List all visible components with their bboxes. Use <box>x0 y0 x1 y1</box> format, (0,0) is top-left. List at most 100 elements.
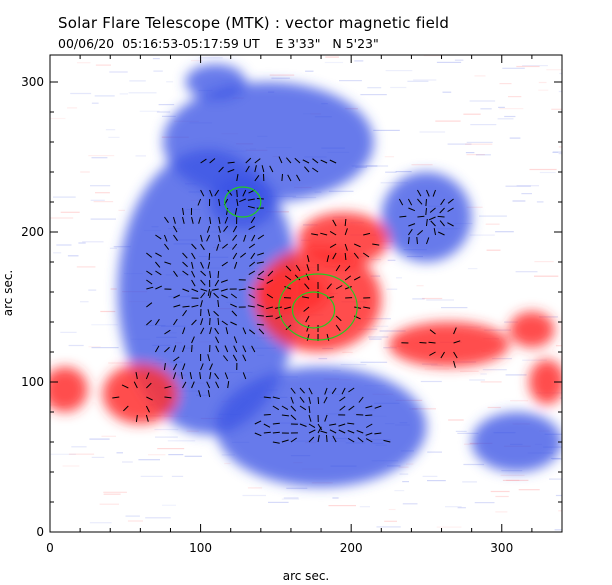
field-vector <box>453 351 458 359</box>
speckle-mark <box>122 461 133 463</box>
field-map <box>50 55 562 531</box>
field-vector <box>286 157 292 164</box>
field-vector <box>440 351 445 359</box>
speckle-mark <box>539 316 558 318</box>
field-vector <box>429 329 436 335</box>
field-vector <box>191 319 197 326</box>
field-vector <box>242 372 247 380</box>
speckle-mark <box>105 129 116 131</box>
field-vector <box>363 306 371 309</box>
speckle-mark <box>109 71 128 73</box>
field-vector <box>353 243 361 248</box>
speckle-mark <box>162 115 176 117</box>
speckle-mark <box>91 347 119 349</box>
field-vector <box>399 215 407 218</box>
speckle-mark <box>474 75 486 77</box>
field-vector <box>344 218 347 227</box>
speckle-mark <box>359 506 370 508</box>
field-vector <box>207 261 211 269</box>
field-vector <box>290 396 294 404</box>
field-vector <box>425 207 427 216</box>
field-vector <box>344 252 347 261</box>
field-vector <box>200 189 205 197</box>
field-vector <box>256 323 264 326</box>
y-tick-label: 100 <box>21 375 44 389</box>
field-vector <box>426 189 430 197</box>
field-vector <box>164 329 171 335</box>
speckle-mark <box>370 258 381 261</box>
field-vector <box>440 198 445 206</box>
field-vector <box>232 225 238 233</box>
field-vector <box>331 387 337 395</box>
field-vector <box>218 166 224 173</box>
speckle-mark <box>499 108 524 110</box>
field-vector <box>200 327 205 335</box>
field-vector <box>263 396 271 399</box>
field-vector <box>338 429 346 434</box>
field-vector <box>417 230 424 236</box>
speckle-mark <box>168 454 184 456</box>
speckle-mark <box>135 155 146 157</box>
field-vector <box>191 344 193 353</box>
field-vector <box>281 405 289 411</box>
speckle-mark <box>495 231 514 233</box>
speckle-mark <box>462 481 477 483</box>
field-vector <box>290 405 297 412</box>
speckle-mark <box>153 70 163 72</box>
field-vector <box>217 317 220 326</box>
speckle-mark <box>495 495 509 498</box>
speckle-mark <box>536 201 544 203</box>
field-vector <box>419 342 427 344</box>
negative-polarity-region <box>381 172 472 262</box>
negative-polarity-region <box>185 64 246 100</box>
field-vector <box>218 216 221 224</box>
field-vector <box>200 292 206 299</box>
speckle-mark <box>454 59 464 61</box>
speckle-mark <box>68 453 95 455</box>
field-vector <box>290 387 296 394</box>
speckle-mark <box>342 351 353 353</box>
field-vector <box>206 234 211 242</box>
field-vector <box>242 345 247 353</box>
speckle-mark <box>442 91 452 93</box>
field-vector <box>198 390 202 398</box>
field-vector <box>239 198 246 203</box>
speckle-mark <box>407 80 429 82</box>
speckle-mark <box>538 81 547 84</box>
speckle-mark <box>402 481 409 483</box>
speckle-mark <box>90 199 105 201</box>
speckle-mark <box>385 70 413 72</box>
speckle-mark <box>154 428 179 431</box>
field-vector <box>347 422 355 425</box>
negative-polarity-region <box>162 82 374 202</box>
speckle-mark <box>340 364 367 366</box>
field-vector <box>439 220 445 227</box>
field-vector <box>407 236 410 245</box>
speckle-mark <box>80 171 90 173</box>
field-vector <box>374 432 382 435</box>
field-vector <box>236 189 238 198</box>
speckle-mark <box>448 419 464 421</box>
speckle-mark <box>420 380 442 383</box>
field-vector <box>365 414 373 416</box>
field-vector <box>417 198 423 205</box>
field-vector <box>335 315 342 322</box>
speckle-mark <box>271 77 290 79</box>
field-vector <box>145 414 149 422</box>
field-vector <box>407 198 413 206</box>
speckle-mark <box>127 520 143 522</box>
speckle-mark <box>558 153 562 155</box>
field-vector <box>272 405 280 411</box>
field-vector <box>245 165 250 173</box>
speckle-mark <box>145 517 171 519</box>
field-vector <box>164 261 172 265</box>
field-vector <box>263 423 271 428</box>
field-vector <box>164 396 172 399</box>
speckle-mark <box>546 69 562 71</box>
field-vector <box>154 345 160 353</box>
speckle-mark <box>534 261 554 263</box>
field-vector <box>453 327 457 335</box>
field-vector <box>224 345 229 353</box>
speckle-mark <box>224 462 231 465</box>
